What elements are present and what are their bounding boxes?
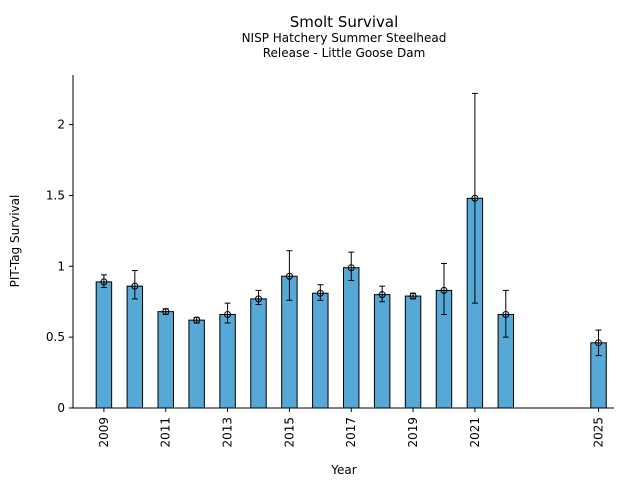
x-tick-label-2011: 2011	[159, 417, 173, 448]
bar-2019	[404, 295, 422, 409]
chart-subtitle-line-1: NISP Hatchery Summer Steelhead	[242, 31, 447, 45]
point-2010	[131, 282, 139, 290]
y-tick-label-4: 2	[57, 118, 65, 132]
point-2009	[100, 278, 108, 286]
x-tick-label-2013: 2013	[221, 417, 235, 448]
x-tick-label-2025: 2025	[592, 417, 606, 448]
y-tick-label-3: 1.5	[46, 188, 65, 202]
bar-2013	[219, 313, 236, 409]
point-2019	[409, 292, 417, 300]
bar-2018	[373, 294, 391, 409]
x-tick-label-2021: 2021	[468, 417, 482, 448]
bar-2014	[250, 298, 267, 409]
plot-area: 0 0.5 1 1.5 2 2009 2011 2013 2015 2017 2019 2021 202…	[46, 92, 607, 448]
point-2025	[595, 339, 603, 347]
y-tick-label-0: 0	[57, 401, 65, 415]
point-2011	[162, 308, 170, 316]
point-2016	[316, 289, 324, 297]
point-2020	[440, 286, 448, 294]
point-2012	[193, 316, 201, 324]
bar-2016	[312, 292, 329, 409]
point-2013	[224, 310, 232, 318]
point-2014	[254, 295, 262, 303]
x-tick-label-2017: 2017	[344, 417, 358, 448]
bar-2012	[188, 319, 205, 409]
x-axis-label: Year	[330, 463, 356, 477]
point-2022	[502, 310, 510, 318]
point-2021	[471, 194, 479, 202]
chart-subtitle-line-2: Release - Little Goose Dam	[263, 46, 426, 60]
y-tick-label-2: 1	[57, 259, 65, 273]
point-2015	[285, 272, 293, 280]
x-tick-label-2015: 2015	[282, 417, 296, 448]
y-tick-label-1: 0.5	[46, 330, 65, 344]
chart-title: Smolt Survival	[290, 13, 399, 31]
point-2018	[378, 291, 386, 299]
bar-2010	[126, 285, 144, 409]
bar-2017	[343, 267, 360, 409]
bar-2009	[95, 281, 113, 409]
x-tick-label-2009: 2009	[97, 417, 111, 448]
x-tick-label-2019: 2019	[406, 417, 420, 448]
point-2017	[347, 264, 355, 272]
bar-2011	[157, 311, 174, 409]
y-axis-label: PIT-Tag Survival	[8, 195, 22, 288]
